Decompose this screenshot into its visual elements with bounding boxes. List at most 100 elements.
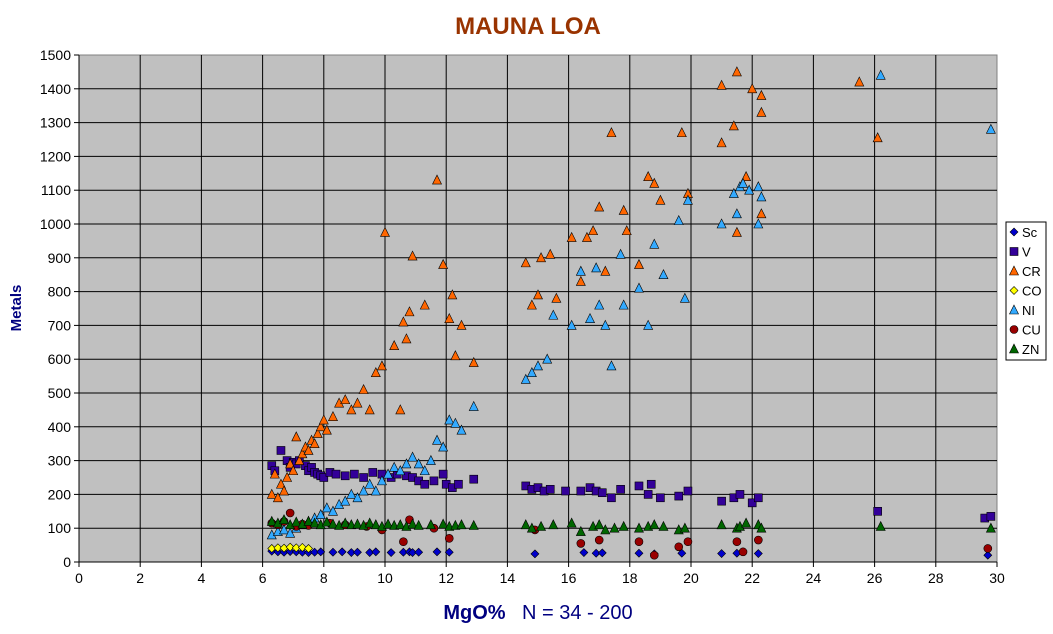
plot-area	[78, 54, 998, 563]
data-point-zn	[649, 519, 660, 530]
y-tick-label: 1500	[40, 47, 71, 63]
data-point-ni	[358, 485, 369, 496]
x-tick-label: 2	[136, 570, 144, 586]
data-point-ni	[444, 414, 455, 425]
data-point-v	[438, 469, 448, 479]
data-point-zn	[594, 519, 605, 530]
x-tick-label: 4	[198, 570, 206, 586]
y-tick-label: 400	[48, 419, 72, 435]
data-point-cr	[321, 424, 332, 435]
data-point-cr	[756, 208, 767, 219]
data-point-zn	[756, 522, 767, 533]
data-point-v	[454, 479, 463, 489]
data-point-cr	[285, 458, 296, 469]
data-point-cr	[533, 289, 543, 300]
data-point-cr	[450, 350, 461, 361]
data-point-zn	[548, 519, 559, 530]
data-point-sc	[717, 549, 727, 558]
data-point-zn	[741, 517, 752, 528]
data-point-sc	[414, 547, 424, 557]
data-point-sc	[444, 547, 454, 557]
x-tick-label: 20	[683, 570, 699, 586]
data-point-sc	[371, 547, 381, 557]
data-point-sc	[310, 547, 320, 557]
data-point-co	[291, 543, 301, 553]
legend-label-zn: ZN	[1022, 342, 1039, 357]
data-point-v	[319, 473, 329, 482]
data-point-zn	[716, 519, 727, 530]
data-point-ni	[575, 265, 586, 276]
legend: Sc V CR CO NI CU ZN	[1005, 221, 1047, 361]
data-point-ni	[315, 509, 326, 519]
data-points	[266, 66, 996, 560]
plot-background	[78, 54, 998, 563]
data-point-zn	[526, 522, 537, 533]
data-point-cr	[618, 204, 629, 215]
legend-label-sc: Sc	[1022, 225, 1038, 240]
data-point-ni	[389, 461, 400, 472]
data-point-zn	[364, 517, 375, 528]
data-point-cr	[404, 306, 415, 317]
x-tick-label: 0	[75, 570, 83, 586]
data-point-v	[368, 468, 378, 477]
data-point-zn	[407, 518, 418, 529]
data-point-zn	[468, 519, 479, 530]
data-point-cu	[399, 537, 408, 547]
data-point-ni	[566, 319, 577, 330]
data-point-ni	[756, 191, 767, 202]
data-point-ni	[600, 319, 611, 330]
x-tick-label: 8	[320, 570, 328, 586]
y-tick-label: 1200	[40, 148, 71, 164]
data-point-v	[420, 479, 430, 489]
series-v	[267, 446, 996, 523]
data-point-cr	[594, 201, 605, 212]
data-point-zn	[383, 518, 394, 529]
x-tick-label: 28	[928, 570, 944, 586]
legend-label-co: CO	[1022, 284, 1042, 299]
data-point-zn	[438, 518, 449, 529]
data-point-zn	[321, 516, 332, 527]
data-point-cr	[520, 257, 531, 268]
data-point-cr	[315, 421, 326, 432]
data-point-ni	[615, 248, 626, 259]
data-point-zn	[279, 514, 290, 525]
data-point-cr	[854, 76, 865, 87]
data-point-v	[754, 493, 763, 503]
data-point-cu	[634, 537, 644, 547]
data-point-v	[331, 469, 341, 479]
data-point-cu	[576, 539, 586, 548]
data-point-co	[304, 544, 313, 553]
data-point-zn	[575, 525, 586, 536]
data-point-cr	[468, 356, 479, 367]
data-point-sc	[353, 547, 362, 557]
legend-marker-sc	[1009, 227, 1019, 237]
data-point-zn	[309, 517, 320, 528]
chart-title: MAUNA LOA	[455, 13, 601, 40]
x-tick-label: 12	[438, 570, 454, 586]
data-point-ni	[728, 187, 739, 198]
data-point-ni	[753, 181, 764, 192]
data-point-cr	[438, 258, 449, 269]
data-point-zn	[600, 524, 611, 535]
data-point-sc	[753, 549, 763, 558]
y-tick-label: 1100	[41, 182, 71, 198]
data-point-cr	[731, 66, 742, 77]
data-point-cr	[566, 231, 577, 242]
y-tick-label: 1300	[40, 115, 71, 131]
data-point-sc	[386, 548, 396, 557]
data-point-zn	[303, 515, 314, 526]
data-point-ni	[383, 468, 394, 479]
legend-marker-cu	[1009, 325, 1019, 334]
series-cr	[266, 66, 883, 503]
series-co	[267, 542, 313, 553]
x-tick-label: 30	[989, 570, 1005, 586]
data-point-ni	[591, 262, 602, 273]
data-point-cr	[643, 171, 654, 181]
data-point-v	[359, 473, 368, 482]
data-point-cr	[395, 404, 406, 415]
data-point-cr	[633, 258, 644, 269]
data-point-cr	[588, 225, 599, 236]
data-point-zn	[679, 522, 690, 533]
data-point-cr	[269, 468, 280, 479]
y-tick-label: 200	[48, 486, 72, 502]
